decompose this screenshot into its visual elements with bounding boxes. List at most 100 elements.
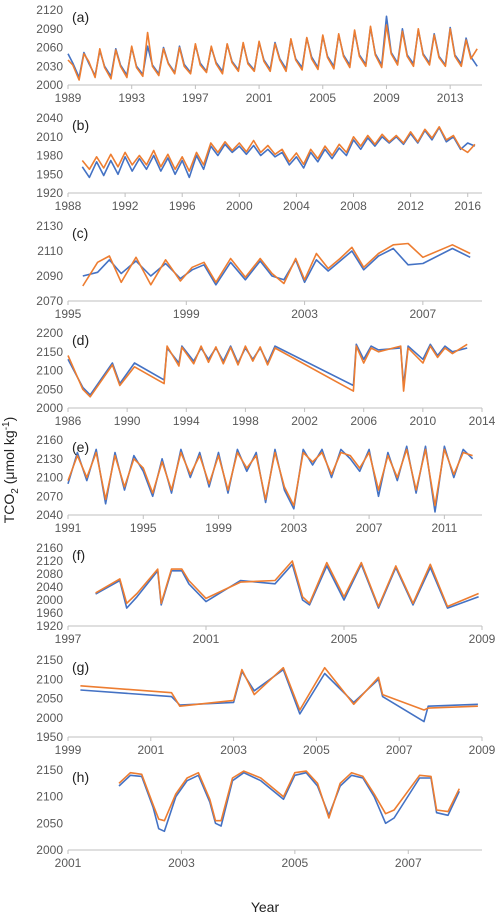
y-tick-label: 2100 bbox=[36, 790, 63, 804]
y-tick-label: 2100 bbox=[36, 672, 63, 686]
series-line-1 bbox=[80, 668, 478, 723]
x-tick-label: 2001 bbox=[193, 632, 220, 646]
panel-label: (a) bbox=[72, 9, 89, 25]
x-tick-label: 1999 bbox=[173, 307, 200, 321]
series-line-2 bbox=[118, 770, 461, 822]
x-tick-label: 2005 bbox=[281, 856, 308, 870]
y-tick-label: 2130 bbox=[36, 219, 63, 233]
x-tick-label: 1999 bbox=[205, 521, 232, 535]
panel-g: 1950 2000 2050 2100 2150 1999 2001 2003 2005 2007… bbox=[36, 653, 495, 757]
y-tick-label: 2010 bbox=[36, 130, 63, 144]
x-tick-label: 2001 bbox=[137, 743, 164, 757]
x-tick-label: 2001 bbox=[246, 91, 273, 105]
y-axis-label: TCO2 (μmol kg-1) bbox=[1, 417, 21, 524]
y-tick-label: 2070 bbox=[36, 294, 63, 308]
x-tick-label: 2007 bbox=[386, 743, 413, 757]
series-line-1 bbox=[118, 771, 461, 833]
y-tick-label: 2070 bbox=[36, 489, 63, 503]
series-line-2 bbox=[67, 343, 468, 398]
x-tick-label: 2003 bbox=[220, 743, 247, 757]
y-tick-label: 2160 bbox=[36, 541, 63, 555]
panel-label: (b) bbox=[72, 117, 89, 133]
panel-label: (h) bbox=[72, 769, 89, 785]
x-tick-label: 2010 bbox=[410, 414, 437, 428]
series-line-2 bbox=[67, 24, 478, 81]
y-tick-label: 2120 bbox=[36, 554, 63, 568]
x-tick-label: 1990 bbox=[114, 414, 141, 428]
x-tick-label: 2011 bbox=[431, 521, 457, 535]
y-tick-label: 2040 bbox=[36, 508, 63, 522]
x-axis-label: Year bbox=[251, 899, 280, 915]
y-tick-label: 2040 bbox=[36, 580, 63, 594]
x-tick-label: 2008 bbox=[340, 199, 367, 213]
x-tick-label: 1997 bbox=[182, 91, 209, 105]
series-line-2 bbox=[80, 666, 478, 711]
y-tick-label: 2000 bbox=[36, 843, 63, 857]
y-tick-label: 2130 bbox=[36, 452, 63, 466]
panel-c: 2070 2090 2110 2130 1995 1999 2003 2007 (c) bbox=[36, 219, 482, 321]
x-tick-label: 2005 bbox=[309, 91, 336, 105]
y-tick-label: 1950 bbox=[36, 167, 63, 181]
x-tick-label: 2004 bbox=[283, 199, 310, 213]
y-tick-label: 2150 bbox=[36, 345, 63, 359]
x-tick-label: 2006 bbox=[350, 414, 377, 428]
x-tick-label: 2003 bbox=[280, 521, 307, 535]
y-tick-label: 2090 bbox=[36, 22, 63, 36]
x-tick-label: 1999 bbox=[55, 743, 82, 757]
x-tick-label: 2009 bbox=[469, 632, 496, 646]
panel-d: 2000 2050 2100 2150 2200 1986 1990 1994 1998 2002… bbox=[36, 326, 495, 428]
y-tick-label: 2000 bbox=[36, 593, 63, 607]
x-tick-label: 2003 bbox=[291, 307, 318, 321]
x-tick-label: 1989 bbox=[55, 91, 82, 105]
y-tick-label: 2100 bbox=[36, 364, 63, 378]
panel-label: (e) bbox=[72, 439, 89, 455]
x-tick-label: 2009 bbox=[373, 91, 400, 105]
y-tick-label: 2110 bbox=[37, 244, 63, 258]
x-tick-label: 2000 bbox=[226, 199, 253, 213]
y-tick-label: 2080 bbox=[36, 567, 63, 581]
x-tick-label: 1994 bbox=[173, 414, 200, 428]
y-tick-label: 1980 bbox=[36, 149, 63, 163]
y-tick-label: 2090 bbox=[36, 269, 63, 283]
x-tick-label: 1996 bbox=[169, 199, 196, 213]
panel-b: 1920 1950 1980 2010 2040 1988 1992 1996 2000 2004… bbox=[36, 111, 482, 213]
x-tick-label: 1998 bbox=[232, 414, 259, 428]
x-tick-label: 2007 bbox=[356, 521, 383, 535]
y-tick-label: 2000 bbox=[36, 711, 63, 725]
series-line-2 bbox=[67, 448, 473, 507]
x-tick-label: 1993 bbox=[118, 91, 145, 105]
series-line-1 bbox=[82, 247, 471, 286]
y-tick-label: 2200 bbox=[36, 326, 63, 340]
y-tick-label: 2030 bbox=[36, 59, 63, 73]
y-tick-label: 2120 bbox=[36, 3, 63, 17]
panel-e: 2040 2070 2100 2130 2160 1991 1995 1999 2003 2007… bbox=[36, 433, 482, 535]
y-tick-label: 2050 bbox=[36, 692, 63, 706]
x-tick-label: 2014 bbox=[469, 414, 496, 428]
y-tick-label: 1920 bbox=[36, 186, 63, 200]
y-tick-label: 2150 bbox=[36, 653, 63, 667]
series-line-2 bbox=[95, 560, 479, 608]
series-line-2 bbox=[82, 242, 471, 287]
y-tick-label: 1920 bbox=[36, 619, 63, 633]
panel-label: (c) bbox=[72, 225, 88, 241]
x-tick-label: 2007 bbox=[395, 856, 422, 870]
x-tick-label: 1988 bbox=[55, 199, 82, 213]
x-tick-label: 2005 bbox=[331, 632, 358, 646]
y-tick-label: 2000 bbox=[36, 78, 63, 92]
x-tick-label: 2016 bbox=[454, 199, 481, 213]
y-tick-label: 2150 bbox=[36, 763, 63, 777]
y-tick-label: 2040 bbox=[36, 111, 63, 125]
y-tick-label: 2050 bbox=[36, 382, 63, 396]
x-tick-label: 2013 bbox=[437, 91, 464, 105]
y-tick-label: 1950 bbox=[36, 730, 63, 744]
y-tick-label: 2060 bbox=[36, 41, 63, 55]
x-tick-label: 2007 bbox=[410, 307, 437, 321]
y-tick-label: 2160 bbox=[36, 433, 63, 447]
x-tick-label: 2002 bbox=[291, 414, 318, 428]
x-tick-label: 1992 bbox=[112, 199, 139, 213]
y-tick-label: 2100 bbox=[36, 471, 63, 485]
panel-label: (f) bbox=[72, 547, 85, 563]
x-tick-label: 2012 bbox=[397, 199, 424, 213]
